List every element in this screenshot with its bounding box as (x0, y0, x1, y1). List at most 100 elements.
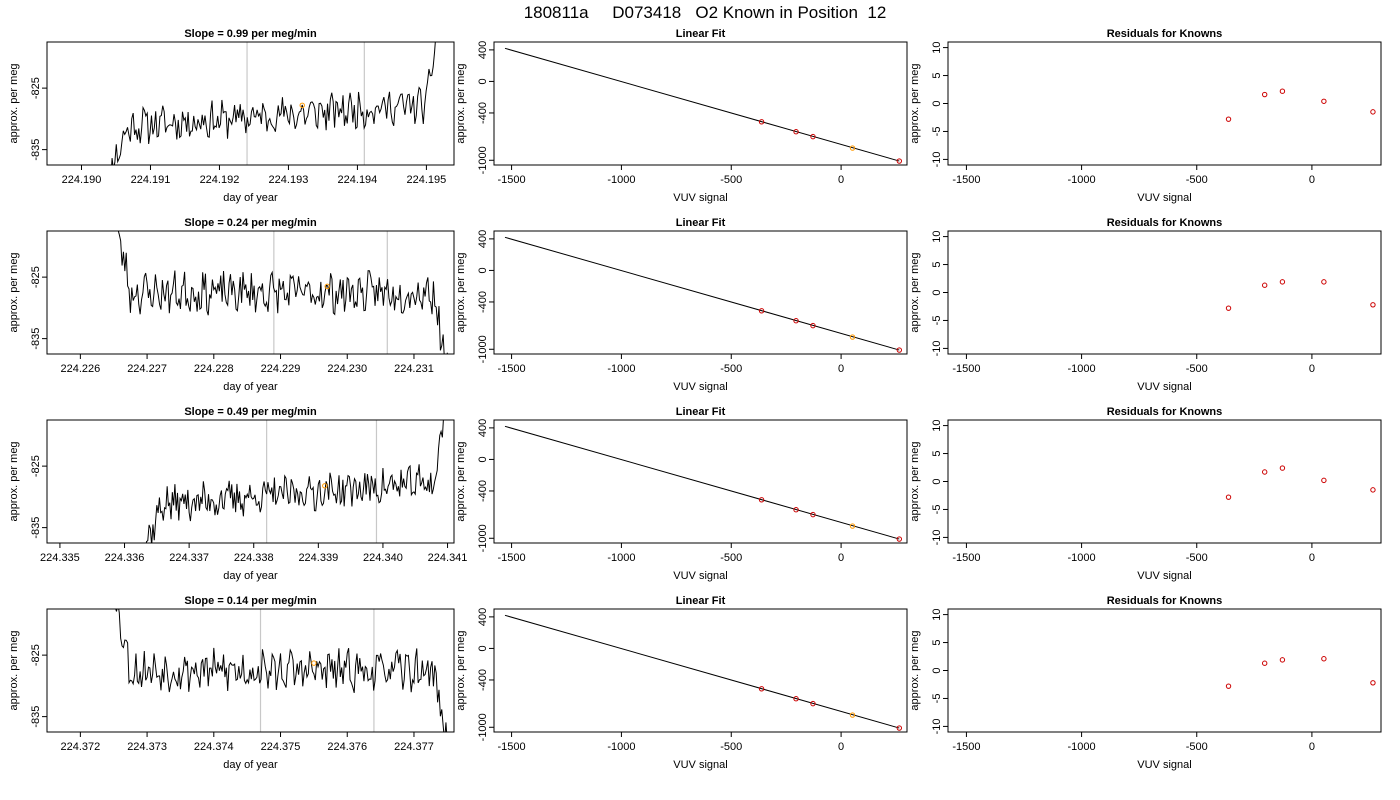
x-axis-label: VUV signal (1137, 381, 1191, 393)
panel-title: Linear Fit (676, 406, 726, 418)
known-point (810, 511, 816, 518)
sample-marker (322, 483, 328, 489)
x-axis-label: VUV signal (673, 759, 727, 771)
plot-frame (46, 419, 455, 544)
x-tick-label: 224.339 (298, 552, 338, 564)
panel-residuals-3: Residuals for Knowns -1500 -1000 -500 0 10 5 0 -… (909, 406, 1382, 582)
x-tick-label: 224.229 (261, 363, 301, 375)
known-point (793, 507, 799, 513)
residual-point (1321, 477, 1327, 484)
plot-frame (46, 41, 455, 166)
x-tick-label: -1000 (607, 174, 635, 186)
y-tick-label: -5 (931, 694, 943, 704)
known-point (896, 725, 903, 731)
y-tick-label: -835 (30, 517, 42, 539)
y-tick-label: -400 (477, 291, 489, 313)
panel-title: Residuals for Knowns (1107, 28, 1223, 40)
x-axis-label: day of year (223, 381, 278, 393)
residual-point (1261, 282, 1268, 288)
x-axis-label: VUV signal (1137, 570, 1191, 582)
y-tick-label: -825 (30, 266, 42, 288)
panel-fit-2: Linear Fit -1500 -1000 -500 0 400 0 -400 -1000 VU… (455, 217, 908, 393)
x-tick-label: 224.193 (269, 174, 309, 186)
x-tick-label: 224.375 (261, 741, 301, 753)
panel-title: Slope = 0.24 per meg/min (184, 217, 317, 229)
x-tick-label: 0 (838, 741, 844, 753)
x-axis-label: VUV signal (1137, 192, 1191, 204)
y-tick-label: 400 (477, 41, 489, 59)
y-axis-label: approx. per meg (455, 630, 467, 710)
plot-frame (46, 230, 455, 355)
x-tick-label: 0 (838, 363, 844, 375)
y-axis-label: approx. per meg (455, 441, 467, 521)
residual-point (1370, 487, 1376, 493)
x-tick-label: 224.377 (394, 741, 434, 753)
y-tick-label: -825 (30, 644, 42, 666)
plot-frame (493, 419, 908, 544)
x-axis-label: VUV signal (673, 192, 727, 204)
y-tick-label: -10 (931, 151, 943, 167)
y-axis-label: approx. per meg (909, 252, 921, 332)
x-axis-label: day of year (223, 192, 278, 204)
y-tick-label: -10 (931, 340, 943, 356)
x-tick-label: 0 (1309, 741, 1315, 753)
x-tick-label: 224.372 (60, 741, 100, 753)
x-tick-label: -1000 (607, 363, 635, 375)
y-tick-label: -1000 (477, 713, 489, 741)
residual-point (1279, 88, 1286, 94)
y-tick-label: -400 (477, 102, 489, 124)
x-tick-label: 224.227 (127, 363, 167, 375)
panel-timeseries-4: Slope = 0.14 per meg/min 224.372 224.373 22… (8, 595, 455, 771)
x-tick-label: 224.337 (169, 552, 209, 564)
y-axis-label: approx. per meg (8, 630, 20, 710)
y-tick-label: 0 (477, 267, 489, 273)
y-tick-label: -5 (931, 127, 943, 137)
plot-area (1225, 88, 1376, 122)
fit-line (504, 47, 900, 162)
residual-point (1225, 683, 1232, 689)
plot-area (1225, 656, 1376, 689)
x-tick-label: 224.376 (327, 741, 367, 753)
x-tick-label: 0 (1309, 363, 1315, 375)
y-tick-label: -400 (477, 480, 489, 502)
y-axis-label: approx. per meg (455, 252, 467, 332)
x-tick-label: -1500 (952, 174, 980, 186)
plot-frame (493, 608, 908, 733)
panel-fit-3: Linear Fit -1500 -1000 -500 0 400 0 -400 -1000 VU… (455, 406, 908, 582)
y-tick-label: 5 (931, 72, 943, 78)
y-axis-label: approx. per meg (455, 63, 467, 143)
residual-point (1321, 98, 1327, 104)
y-tick-label: 400 (477, 230, 489, 248)
y-tick-label: -5 (931, 316, 943, 326)
panel-title: Residuals for Knowns (1107, 406, 1223, 418)
x-tick-label: -1000 (607, 741, 635, 753)
panel-residuals-1: Residuals for Knowns -1500 -1000 -500 0 10 5 0 -… (909, 28, 1382, 204)
y-tick-label: -10 (931, 718, 943, 734)
x-tick-label: 224.228 (194, 363, 234, 375)
x-tick-label: -1500 (952, 552, 980, 564)
y-tick-label: 5 (931, 450, 943, 456)
known-point (793, 696, 799, 702)
x-tick-label: 224.191 (131, 174, 171, 186)
x-tick-label: -1000 (1068, 552, 1096, 564)
sample-point (849, 523, 856, 529)
y-tick-label: -400 (477, 669, 489, 691)
panel-title: Slope = 0.49 per meg/min (184, 406, 317, 418)
plot-area (115, 609, 448, 732)
known-point (758, 308, 765, 314)
panel-title: Residuals for Knowns (1107, 595, 1223, 607)
y-tick-label: -825 (30, 455, 42, 477)
residual-point (1279, 657, 1286, 663)
known-point (758, 686, 765, 692)
sample-marker (299, 102, 305, 109)
y-tick-label: 0 (931, 478, 943, 484)
y-tick-label: 5 (931, 639, 943, 645)
y-tick-label: -835 (30, 139, 42, 161)
plot-area (1225, 279, 1376, 311)
residual-point (1370, 680, 1376, 686)
panel-residuals-2: Residuals for Knowns -1500 -1000 -500 0 10 5 0 -… (909, 217, 1382, 393)
x-tick-label: -1500 (498, 741, 526, 753)
plot-frame (493, 41, 908, 166)
signal-trace (115, 609, 448, 732)
